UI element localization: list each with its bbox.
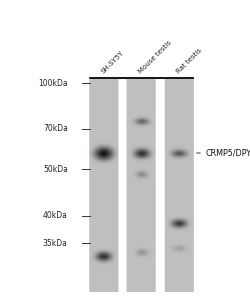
Text: 40kDa: 40kDa xyxy=(43,212,68,220)
Text: 100kDa: 100kDa xyxy=(38,79,68,88)
Text: 50kDa: 50kDa xyxy=(43,165,68,174)
Text: SH-SY5Y: SH-SY5Y xyxy=(100,50,124,74)
Text: 35kDa: 35kDa xyxy=(43,238,68,247)
Text: 70kDa: 70kDa xyxy=(43,124,68,134)
Text: Rat testis: Rat testis xyxy=(174,47,202,74)
Text: Mouse testis: Mouse testis xyxy=(137,39,172,74)
Text: CRMP5/DPYSL5: CRMP5/DPYSL5 xyxy=(196,148,250,158)
